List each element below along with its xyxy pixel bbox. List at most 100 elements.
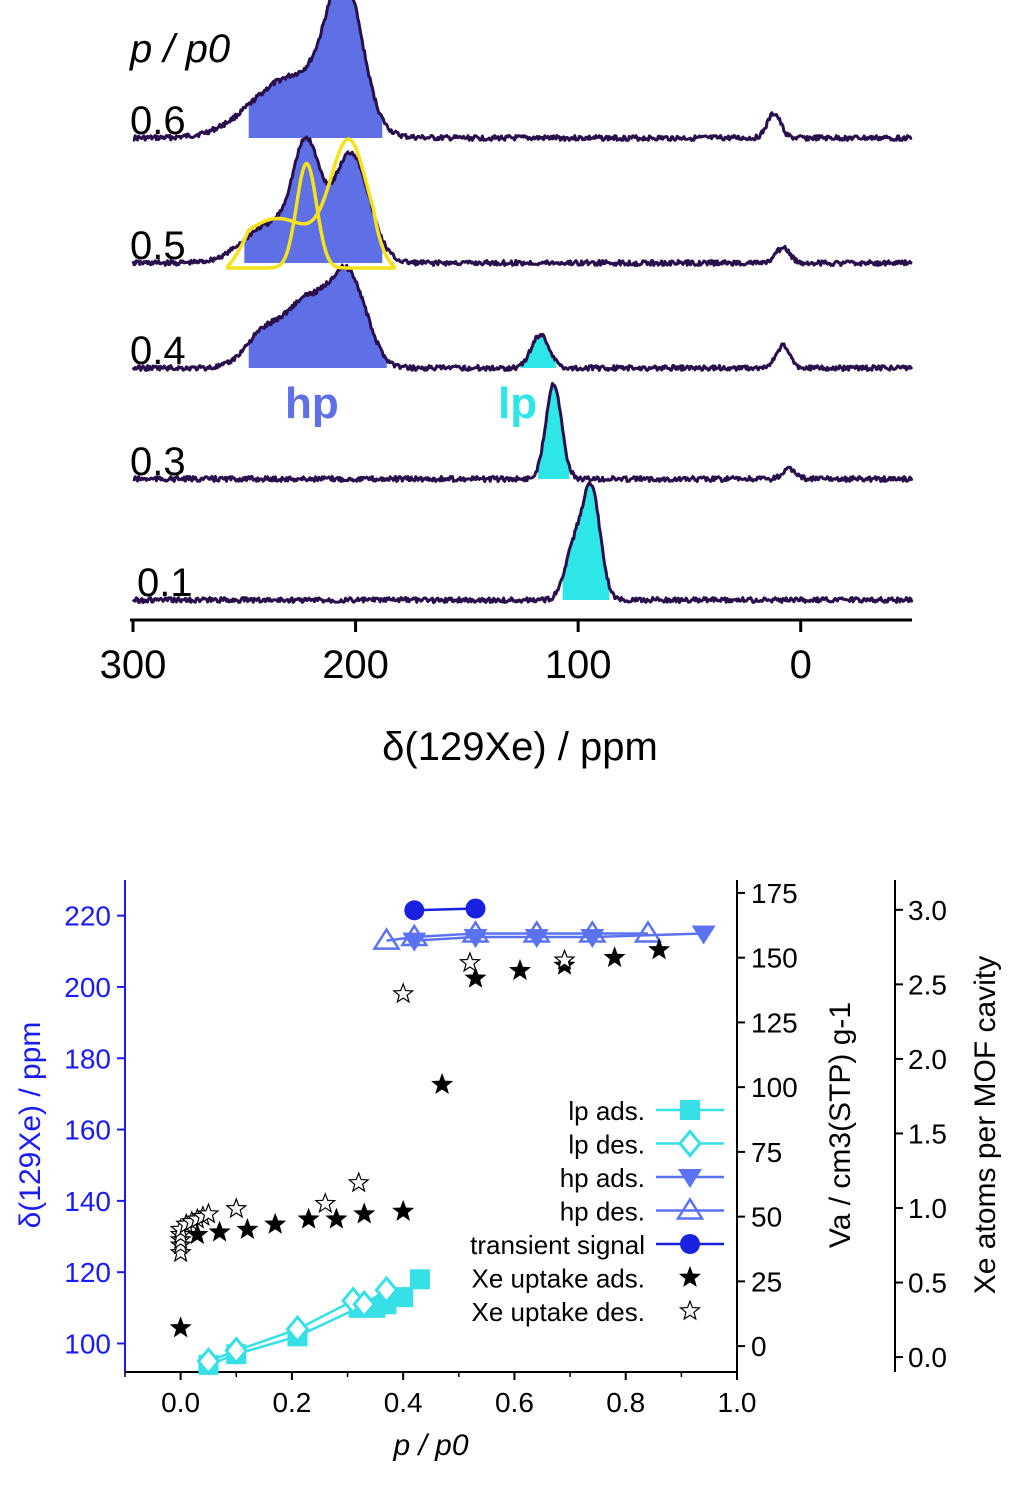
data-point	[392, 982, 415, 1004]
right-y-axis-1-label: Va / cm3(STP) g-1	[824, 1002, 857, 1248]
legend-label-1: lp des.	[568, 1130, 645, 1160]
data-point	[353, 1202, 376, 1224]
data-point	[578, 920, 607, 943]
data-point	[465, 898, 486, 919]
series-line	[414, 907, 476, 912]
right2-y-tick-label-3: 3.0	[908, 895, 947, 926]
shaded-hp-0.4	[248, 265, 387, 368]
fit-curve-1	[226, 161, 396, 270]
spectrum-label-0.6: 0.6	[130, 99, 186, 143]
right2-y-tick-label-2.5: 2.5	[908, 969, 947, 1000]
data-point	[603, 946, 626, 968]
spectra-x-tick-label-300: 300	[100, 643, 167, 687]
data-point	[522, 920, 551, 943]
data-point	[633, 920, 663, 943]
x-tick-label-0.6: 0.6	[495, 1387, 534, 1418]
data-point	[648, 938, 671, 960]
right2-y-tick-label-1.5: 1.5	[908, 1118, 947, 1149]
data-point	[431, 1072, 454, 1095]
data-point	[196, 1346, 221, 1376]
x-tick-label-0.8: 0.8	[606, 1387, 645, 1418]
legend-marker-3	[675, 1197, 705, 1220]
data-point	[314, 1192, 337, 1214]
data-point	[392, 1199, 415, 1221]
spectrum-trace-0.1	[131, 481, 914, 604]
right1-y-tick-label-0: 0	[751, 1331, 767, 1362]
data-point	[409, 1269, 430, 1290]
legend: lp ads. lp des.hp ads. hp des.transient si…	[470, 1096, 724, 1327]
legend-label-2: hp ads.	[560, 1163, 645, 1193]
data-point	[508, 958, 532, 980]
spectrum-label-0.3: 0.3	[130, 440, 186, 484]
left-y-tick-label-120: 120	[64, 1257, 111, 1288]
right1-y-tick-label-75: 75	[751, 1137, 782, 1168]
data-point	[580, 929, 605, 949]
data-point	[524, 929, 549, 949]
scatter-ticks: 0.0 0.2 0.4 0.6 0.8 1.0 100 120 140 160 180 200 220 0…	[64, 878, 947, 1418]
right2-y-tick-label-2: 2.0	[908, 1044, 947, 1075]
legend-marker-5	[678, 1265, 702, 1287]
data-point	[208, 1220, 231, 1242]
data-point	[372, 927, 401, 950]
right2-y-tick-label-0: 0.0	[908, 1342, 947, 1373]
data-point	[400, 923, 429, 947]
data-point	[393, 1287, 414, 1308]
data-point	[325, 1207, 348, 1229]
x-tick-label-0: 0.0	[161, 1387, 200, 1418]
data-point	[224, 1336, 249, 1365]
spectra-x-tick-label-200: 200	[322, 643, 389, 687]
right1-y-tick-label-150: 150	[751, 943, 798, 974]
spectrum-trace-0.4	[131, 263, 914, 372]
right1-y-tick-label-50: 50	[751, 1202, 782, 1233]
series-xe-uptake-ads-	[169, 938, 671, 1338]
left-y-tick-label-200: 200	[64, 972, 111, 1003]
stack-title: p / p0	[129, 27, 230, 71]
spectra-x-tick-label-0: 0	[790, 643, 812, 687]
data-point	[464, 966, 487, 988]
legend-marker-2	[678, 1169, 702, 1188]
data-point	[264, 1212, 287, 1234]
shaded-lp-0.3	[538, 383, 570, 479]
x-tick-label-0.4: 0.4	[384, 1387, 423, 1418]
right1-y-tick-label-25: 25	[751, 1266, 782, 1297]
spectra-x-ticks: 300 200 100 0	[100, 620, 812, 687]
right1-y-tick-label-175: 175	[751, 878, 798, 909]
data-point	[297, 1207, 320, 1229]
left-y-tick-label-220: 220	[64, 901, 111, 932]
legend-label-6: Xe uptake des.	[472, 1297, 645, 1327]
series-line	[386, 932, 648, 942]
fit-curve-2	[225, 137, 397, 270]
shaded-hp-0.6	[248, 0, 383, 138]
legend-marker-1	[678, 1129, 702, 1158]
right2-y-tick-label-1: 1.0	[908, 1193, 947, 1224]
scatter-series	[169, 898, 716, 1376]
data-point	[461, 920, 490, 943]
lp-region-label: lp	[498, 379, 537, 428]
right-y-axis-2-label: Xe atoms per MOF cavity	[969, 956, 1002, 1294]
spectra-fills	[244, 0, 610, 600]
legend-marker-6	[678, 1299, 702, 1321]
legend-label-3: hp des.	[560, 1197, 645, 1227]
spectrum-trace-0.6	[132, 0, 913, 142]
left-y-tick-label-160: 160	[64, 1115, 111, 1146]
spectrum-label-0.1: 0.1	[137, 561, 193, 605]
data-point	[553, 948, 576, 970]
legend-marker-0	[680, 1100, 700, 1120]
shaded-lp-0.1	[562, 482, 610, 600]
spectra-lines	[131, 0, 914, 604]
data-point	[236, 1217, 259, 1239]
data-point	[225, 1197, 248, 1219]
left-y-tick-label-140: 140	[64, 1186, 111, 1217]
data-point	[404, 900, 425, 921]
spectrum-trace-0.3	[132, 381, 914, 483]
data-point	[458, 951, 482, 973]
series-hp-des-	[372, 920, 663, 950]
x-tick-label-0.2: 0.2	[272, 1387, 311, 1418]
spectrum-label-0.4: 0.4	[130, 329, 186, 373]
data-point	[347, 1171, 370, 1193]
right1-y-tick-label-125: 125	[751, 1007, 798, 1038]
data-point	[691, 925, 716, 945]
series-lp-des-	[196, 1275, 399, 1376]
fit-curves	[225, 137, 397, 270]
